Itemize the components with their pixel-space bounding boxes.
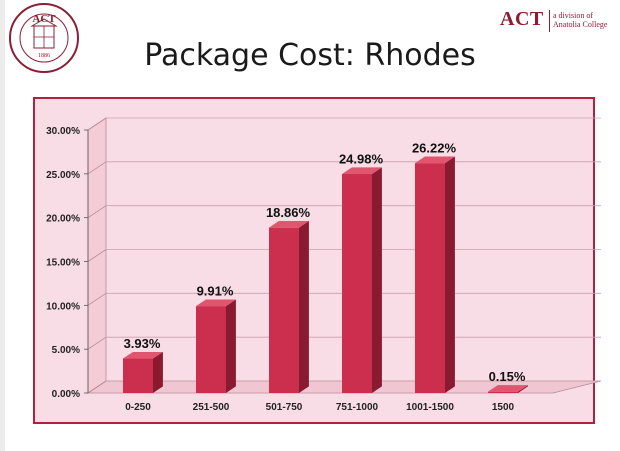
gridline-diagonal <box>87 161 107 175</box>
y-tick-label: 25.00% <box>46 170 80 181</box>
college-seal-logo: ACT 1886 <box>8 2 80 74</box>
brand-name: ACT <box>500 8 544 30</box>
data-label: 26.22% <box>412 141 457 156</box>
bar-front <box>488 391 518 393</box>
brand-subtitle-line2: Anatolia College <box>553 20 608 29</box>
bar-top <box>123 351 163 359</box>
gridline-diagonal <box>87 380 107 394</box>
y-tick-label: 0.00% <box>52 389 80 400</box>
gridline-diagonal <box>87 117 107 131</box>
data-label: 24.98% <box>339 151 384 166</box>
bar-top <box>196 299 236 307</box>
y-tick-label: 20.00% <box>46 214 80 225</box>
y-tick-label: 15.00% <box>46 258 80 269</box>
x-category-label: 1500 <box>492 402 515 413</box>
bar-top <box>269 221 309 228</box>
left-edge <box>0 0 5 451</box>
data-label: 0.15% <box>489 369 526 384</box>
data-label: 18.86% <box>266 205 311 220</box>
gridline-diagonal <box>87 336 107 350</box>
y-tick-label: 10.00% <box>46 301 80 312</box>
bar-top <box>488 385 528 392</box>
seal-year: 1886 <box>38 53 50 59</box>
bar-top <box>415 156 455 164</box>
bar-side <box>226 299 236 393</box>
x-category-label: 501-750 <box>266 402 303 413</box>
bar-side <box>372 167 382 393</box>
bar-front <box>342 174 372 393</box>
seal-monogram: ACT <box>32 13 56 25</box>
data-label: 9.91% <box>197 284 234 299</box>
brand-divider <box>549 10 550 32</box>
x-category-label: 1001-1500 <box>406 402 454 413</box>
gridline-diagonal <box>87 205 107 218</box>
x-category-label: 251-500 <box>193 402 230 413</box>
gridline-diagonal <box>87 249 107 262</box>
brand-subtitle-line1: a division of <box>553 11 593 20</box>
bar-front <box>196 306 226 393</box>
brand-subtitle: a division of Anatolia College <box>553 11 620 29</box>
bar-front <box>123 358 153 393</box>
y-tick-label: 5.00% <box>52 345 80 356</box>
x-category-label: 751-1000 <box>336 402 379 413</box>
x-category-label: 0-250 <box>125 402 151 413</box>
bar-front <box>269 227 299 393</box>
bar-top <box>342 167 382 175</box>
bar-side <box>518 385 528 393</box>
gridline-diagonal <box>87 293 107 306</box>
bar-side <box>445 156 455 393</box>
bar-front <box>415 163 445 393</box>
data-label: 3.93% <box>124 336 161 351</box>
bar-side <box>153 351 163 393</box>
bar-side <box>299 221 309 393</box>
y-tick-label: 30.00% <box>46 126 80 137</box>
slide-title: Package Cost: Rhodes <box>144 38 476 73</box>
